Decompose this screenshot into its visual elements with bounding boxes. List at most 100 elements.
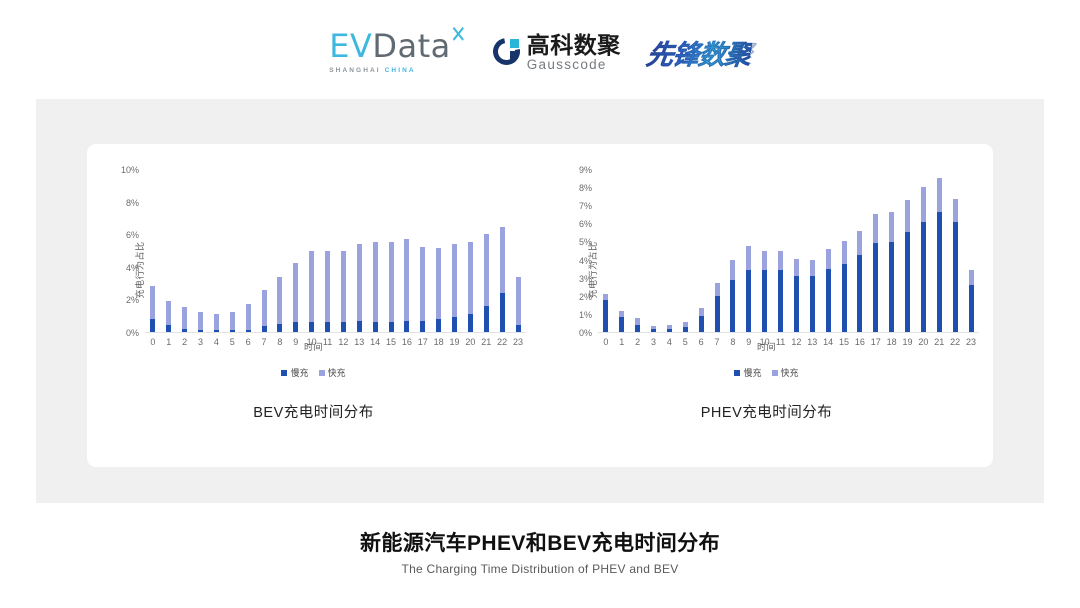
y-axis-tick-5: 5%: [578, 237, 592, 248]
bar-group-3[interactable]: 3: [646, 170, 662, 347]
x-axis-tick-15: 15: [386, 337, 397, 347]
x-axis-tick-13: 13: [354, 337, 365, 347]
bar-group-2[interactable]: 2: [177, 170, 193, 347]
x-axis-tick-18: 18: [433, 337, 444, 347]
bar-segment-fast: [905, 199, 911, 233]
x-axis-tick-10: 10: [759, 337, 770, 347]
bar-segment-slow: [635, 324, 641, 332]
x-axis-tick-12: 12: [338, 337, 349, 347]
bar-segment-slow: [452, 317, 458, 332]
bar-group-19[interactable]: 19: [447, 170, 463, 347]
bar-group-21[interactable]: 21: [931, 170, 947, 347]
bar-stack: [499, 226, 505, 332]
bar-group-17[interactable]: 17: [415, 170, 431, 347]
bar-group-3[interactable]: 3: [193, 170, 209, 347]
bar-segment-fast: [467, 242, 473, 315]
bar-group-16[interactable]: 16: [399, 170, 415, 347]
bar-group-8[interactable]: 8: [725, 170, 741, 347]
bar-group-14[interactable]: 14: [820, 170, 836, 347]
legend-label-fast: 快充: [327, 368, 346, 378]
bar-group-1[interactable]: 1: [614, 170, 630, 347]
bar-stack: [968, 269, 974, 332]
bar-group-22[interactable]: 22: [947, 170, 963, 347]
bar-segment-slow: [309, 322, 315, 332]
bar-stack: [198, 312, 204, 332]
bar-group-7[interactable]: 7: [256, 170, 272, 347]
bar-group-18[interactable]: 18: [431, 170, 447, 347]
bar-group-11[interactable]: 11: [773, 170, 789, 347]
bar-group-17[interactable]: 17: [868, 170, 884, 347]
charts-card: 充电行为占比 0 1 2 3 4 5 6 7 8 9 10 11 12 13 14 15 16 17 18 19 20 2…: [87, 144, 993, 467]
y-axis-tick-2: 2%: [125, 295, 139, 306]
legend-swatch-slow-icon: [734, 369, 741, 376]
bar-segment-slow: [936, 212, 942, 332]
bar-group-15[interactable]: 15: [383, 170, 399, 347]
bar-stack: [762, 251, 768, 332]
y-axis-tick-4: 4%: [578, 255, 592, 266]
bar-group-6[interactable]: 6: [693, 170, 709, 347]
bar-group-11[interactable]: 11: [320, 170, 336, 347]
bar-group-1[interactable]: 1: [161, 170, 177, 347]
bar-group-8[interactable]: 8: [272, 170, 288, 347]
bar-segment-fast: [325, 250, 331, 323]
bar-group-7[interactable]: 7: [709, 170, 725, 347]
bar-group-0[interactable]: 0: [598, 170, 614, 347]
bar-segment-slow: [778, 270, 784, 332]
bar-group-5[interactable]: 5: [677, 170, 693, 347]
bar-stack: [809, 259, 815, 332]
bar-group-10[interactable]: 10: [304, 170, 320, 347]
bar-segment-fast: [452, 244, 458, 318]
x-axis-tick-23: 23: [966, 337, 977, 347]
bar-group-9[interactable]: 9: [741, 170, 757, 347]
bar-segment-slow: [499, 292, 505, 332]
bar-segment-fast: [825, 248, 831, 269]
bar-segment-fast: [483, 234, 489, 306]
bar-group-20[interactable]: 20: [463, 170, 479, 347]
bar-group-0[interactable]: 0: [145, 170, 161, 347]
bar-group-4[interactable]: 4: [209, 170, 225, 347]
x-axis-tick-19: 19: [902, 337, 913, 347]
x-axis-tick-17: 17: [870, 337, 881, 347]
bar-group-13[interactable]: 13: [351, 170, 367, 347]
bar-group-19[interactable]: 19: [900, 170, 916, 347]
bar-stack: [293, 262, 299, 332]
bar-group-23[interactable]: 23: [963, 170, 979, 347]
bar-stack: [841, 241, 847, 332]
x-axis-tick-1: 1: [166, 337, 172, 347]
bar-segment-slow: [889, 242, 895, 332]
x-axis-tick-8: 8: [730, 337, 736, 347]
bar-group-12[interactable]: 12: [789, 170, 805, 347]
bar-group-13[interactable]: 13: [804, 170, 820, 347]
bar-group-10[interactable]: 10: [757, 170, 773, 347]
bar-group-14[interactable]: 14: [367, 170, 383, 347]
x-axis-tick-4: 4: [213, 337, 219, 347]
x-axis-tick-4: 4: [666, 337, 672, 347]
bar-segment-fast: [420, 247, 426, 321]
y-axis-tick-8: 8%: [578, 183, 592, 194]
bar-stack: [467, 242, 473, 332]
x-axis-tick-21: 21: [481, 337, 492, 347]
x-axis-tick-1: 1: [619, 337, 625, 347]
chart-phev-x-axis-label: 时间: [756, 342, 776, 352]
bar-group-12[interactable]: 12: [336, 170, 352, 347]
bar-group-18[interactable]: 18: [884, 170, 900, 347]
bar-group-20[interactable]: 20: [916, 170, 932, 347]
bar-group-4[interactable]: 4: [662, 170, 678, 347]
bar-group-5[interactable]: 5: [224, 170, 240, 347]
bar-group-22[interactable]: 22: [494, 170, 510, 347]
legend-label-fast: 快充: [780, 368, 799, 378]
bar-segment-fast: [150, 285, 156, 319]
bar-group-6[interactable]: 6: [240, 170, 256, 347]
legend-swatch-fast-icon: [318, 369, 325, 376]
bar-group-15[interactable]: 15: [836, 170, 852, 347]
bar-segment-fast: [714, 283, 720, 296]
bar-group-2[interactable]: 2: [630, 170, 646, 347]
bar-group-21[interactable]: 21: [478, 170, 494, 347]
gausscode-cn-name: 高科数聚: [526, 31, 621, 58]
bar-segment-fast: [857, 230, 863, 256]
bar-group-23[interactable]: 23: [510, 170, 526, 347]
chart-phev-legend-slow: 慢充: [734, 366, 762, 379]
bar-group-16[interactable]: 16: [852, 170, 868, 347]
y-axis-tick-0: 0%: [578, 328, 592, 338]
bar-group-9[interactable]: 9: [288, 170, 304, 347]
